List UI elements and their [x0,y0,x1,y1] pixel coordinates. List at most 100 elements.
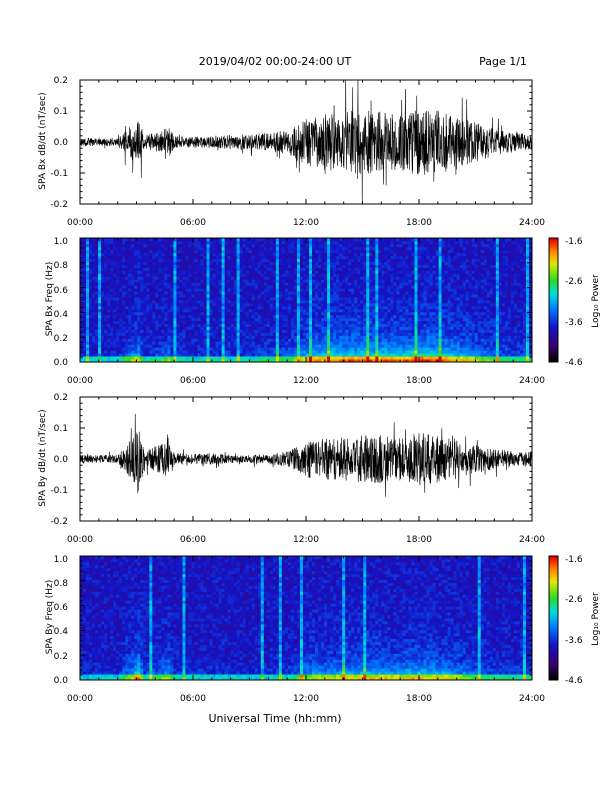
spectrogram-cell [318,246,322,251]
spectrogram-cell [275,246,280,251]
spectrogram-cell [296,356,301,360]
spectrogram-cell [306,314,310,319]
spectrogram-cell [116,320,120,325]
spectrogram-cell [408,317,412,322]
spectrogram-cell [324,314,328,319]
spectrogram-cell [290,264,295,268]
spectrogram-cell [230,338,235,342]
spectrogram-cell [170,270,174,274]
spectrogram-cell [321,302,325,307]
spectrogram-cell [266,326,271,330]
spectrogram-cell [257,356,262,360]
spectrogram-cell [233,320,238,325]
spectrogram-cell [375,326,379,330]
spectrogram-cell [116,273,120,277]
spectrogram-cell [348,270,352,274]
spectrogram-cell [137,300,141,304]
spectrogram-cell [161,300,165,304]
spectrogram-cell [239,240,244,245]
spectrogram-cell [242,291,247,295]
spectrogram-cell [351,323,355,327]
spectrogram-cell [104,344,108,348]
spectrogram-cell [224,261,229,265]
spectrogram-cell [312,350,316,354]
spectrogram-cell [348,282,352,286]
spectrogram-cell [396,332,400,336]
spectrogram-cell [330,276,334,280]
spectrogram-cell [321,323,325,327]
spectrogram-cell [146,347,150,351]
spectrogram-cell [327,288,331,292]
spectrogram-cell [287,279,292,283]
spectrogram-cell [182,258,186,263]
spectrogram-cell [366,273,370,277]
time-tick-label: 06:00 [180,376,206,386]
spectrogram-cell [423,356,427,360]
spectrogram-cell [363,308,367,313]
spectrogram-cell [209,338,213,342]
spectrogram-cell [330,353,334,357]
spectrogram-cell [236,308,241,313]
spectrogram-cell [122,311,126,316]
spectrogram-cell [248,329,253,333]
spectrogram-cell [284,294,289,298]
spectrogram-cell [327,311,331,316]
spectrogram-cell [408,264,412,268]
spectrogram-cell [194,311,198,316]
spectrogram-cell [164,317,168,322]
spectrogram-cell [164,297,168,301]
spectrogram-cell [242,329,247,333]
spectrogram-cell [191,270,195,274]
spectrogram-cell [333,252,337,257]
spectrogram-cell [167,249,171,254]
spectrogram-cell [363,338,367,342]
spectrogram-cell [140,261,144,265]
spectrogram-cell [384,285,388,289]
spectrogram-cell [342,270,346,274]
spectrogram-cell [402,243,406,248]
spectrogram-cell [405,341,409,345]
spectrogram-cell [164,353,168,357]
spectrogram-cell [83,300,87,304]
spectrogram-cell [278,243,283,248]
spectrogram-cell [378,261,382,265]
time-tick-label: 24:00 [519,218,545,228]
spectrogram-cell [263,264,268,268]
spectrogram-cell [182,279,186,283]
spectrogram-cell [411,344,415,348]
spectrogram-cell [266,291,271,295]
spectrogram-cell [360,305,364,310]
spectrogram-cell [86,350,90,354]
spectrogram-cell [113,344,117,348]
spectrogram-cell [266,353,271,357]
spectrogram-cell [194,279,198,283]
spectrogram-cell [287,276,292,280]
spectrogram-cell [86,282,90,286]
spectrogram-cell [339,300,343,304]
spectrogram-cell [86,258,90,263]
spectrogram-cell [140,329,144,333]
spectrogram-cell [206,300,210,304]
spectrogram-cell [218,297,223,301]
bx-ytick-label: 0.0 [54,138,69,148]
spectrogram-cell [101,338,105,342]
spectrogram-cell [149,264,153,268]
spectrogram-cell [423,297,427,301]
spectrogram-cell [236,320,241,325]
spectrogram-cell [417,267,421,271]
spectrogram-cell [107,255,111,260]
spectrogram-cell [396,297,400,301]
spectrogram-cell [293,317,298,322]
spectrogram-cell [245,344,250,348]
spectrogram-cell [336,255,340,260]
spectrogram-cell [173,246,177,251]
spectrogram-cell [299,249,304,254]
spectrogram-cell [384,276,388,280]
spectrogram-cell [83,279,87,283]
bx-dbdt-panel: SPA Bx dB/dt (nT/sec) 0.2 0.1 0.0 -0.1 -… [38,76,545,228]
spectrogram-cell [333,311,337,316]
spectrogram-cell [101,326,105,330]
spectrogram-cell [324,338,328,342]
spectrogram-cell [236,288,241,292]
spectrogram-cell [272,246,277,251]
